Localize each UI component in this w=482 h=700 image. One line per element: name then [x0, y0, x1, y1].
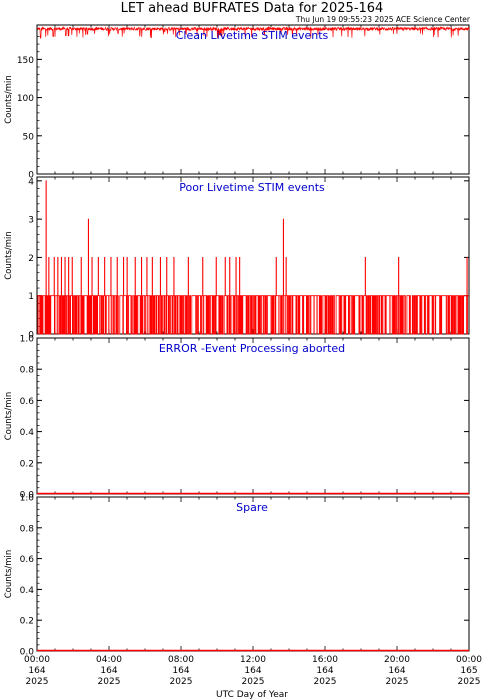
y-axis-label: Counts/min [4, 75, 14, 124]
y-tick-label: 100 [17, 94, 34, 104]
y-axis-label: Counts/min [4, 550, 14, 599]
y-tick-label: 3 [28, 216, 34, 226]
x-tick-label: 04:00 [96, 655, 122, 665]
x-tick-label: 164 [100, 666, 117, 676]
series-line [36, 25, 470, 39]
panel-frame [36, 24, 470, 175]
panel-4: 0.0 0.2 0.4 0.6 0.8 1.0 Counts/min Spare [4, 494, 470, 658]
y-tick-label: 4 [28, 177, 34, 187]
x-tick-label: 164 [244, 666, 261, 676]
y-tick-label: 0.4 [20, 428, 35, 438]
figure-title: LET ahead BUFRATES Data for 2025-164 [121, 1, 384, 16]
panel-title: Clean Livetime STIM events [176, 29, 329, 42]
y-tick-label: 0.6 [20, 397, 35, 407]
x-tick-label: 16:00 [312, 655, 338, 665]
x-tick-label: 20:00 [384, 655, 410, 665]
x-tick-label: 2025 [386, 677, 409, 687]
x-tick-label: 164 [388, 666, 405, 676]
y-tick-label: 0.0 [20, 648, 35, 658]
x-axis: 00:00164202504:00164202508:00164202512:0… [24, 655, 482, 687]
y-tick-label: 0.6 [20, 555, 35, 565]
x-tick-label: 08:00 [168, 655, 194, 665]
x-tick-label: 2025 [314, 677, 337, 687]
y-tick-label: 0.8 [20, 366, 35, 376]
y-tick-label: 0.0 [20, 491, 35, 501]
x-tick-label: 2025 [26, 677, 49, 687]
x-tick-label: 00:00 [24, 655, 50, 665]
y-tick-label: 1.0 [20, 335, 35, 345]
x-tick-label: 12:00 [240, 655, 266, 665]
timestamp: Thu Jun 19 09:55:23 2025 ACE Science Cen… [295, 15, 471, 24]
y-tick-label: 0.4 [20, 586, 35, 596]
x-tick-label: 164 [172, 666, 189, 676]
panel-2: 0 1 2 3 4 Counts/min Poor Livetime STIM events [4, 176, 470, 341]
series-line [37, 180, 469, 335]
panel-title: ERROR -Event Processing aborted [159, 342, 345, 355]
y-axis-label: Counts/min [4, 231, 14, 280]
panel-frame [36, 496, 470, 652]
x-tick-label: 2025 [458, 677, 481, 687]
x-tick-label: 165 [460, 666, 477, 676]
y-tick-label: 1.0 [20, 494, 35, 504]
y-tick-label: 2 [28, 254, 34, 264]
panel-frame [36, 337, 470, 495]
panel-title: Spare [236, 501, 268, 514]
y-tick-label: 0.2 [20, 459, 34, 469]
y-tick-label: 0 [28, 171, 34, 181]
panel-3: 0.0 0.2 0.4 0.6 0.8 1.0 Counts/min ERROR -Event… [4, 335, 470, 501]
y-axis-label: Counts/min [4, 392, 14, 441]
x-tick-label: 164 [316, 666, 333, 676]
x-tick-label: 2025 [242, 677, 265, 687]
x-tick-label: 164 [28, 666, 45, 676]
y-tick-label: 0.8 [20, 524, 35, 534]
x-tick-label: 00:00 [456, 655, 482, 665]
y-tick-label: 1 [28, 292, 34, 302]
x-tick-label: 2025 [170, 677, 193, 687]
y-tick-label: 0 [28, 331, 34, 341]
x-axis-label: UTC Day of Year [216, 690, 288, 700]
y-tick-label: 150 [17, 56, 34, 66]
y-tick-label: 0.2 [20, 617, 34, 627]
x-tick-label: 2025 [98, 677, 121, 687]
panel-title: Poor Livetime STIM events [179, 181, 325, 194]
y-tick-label: 50 [23, 132, 35, 142]
